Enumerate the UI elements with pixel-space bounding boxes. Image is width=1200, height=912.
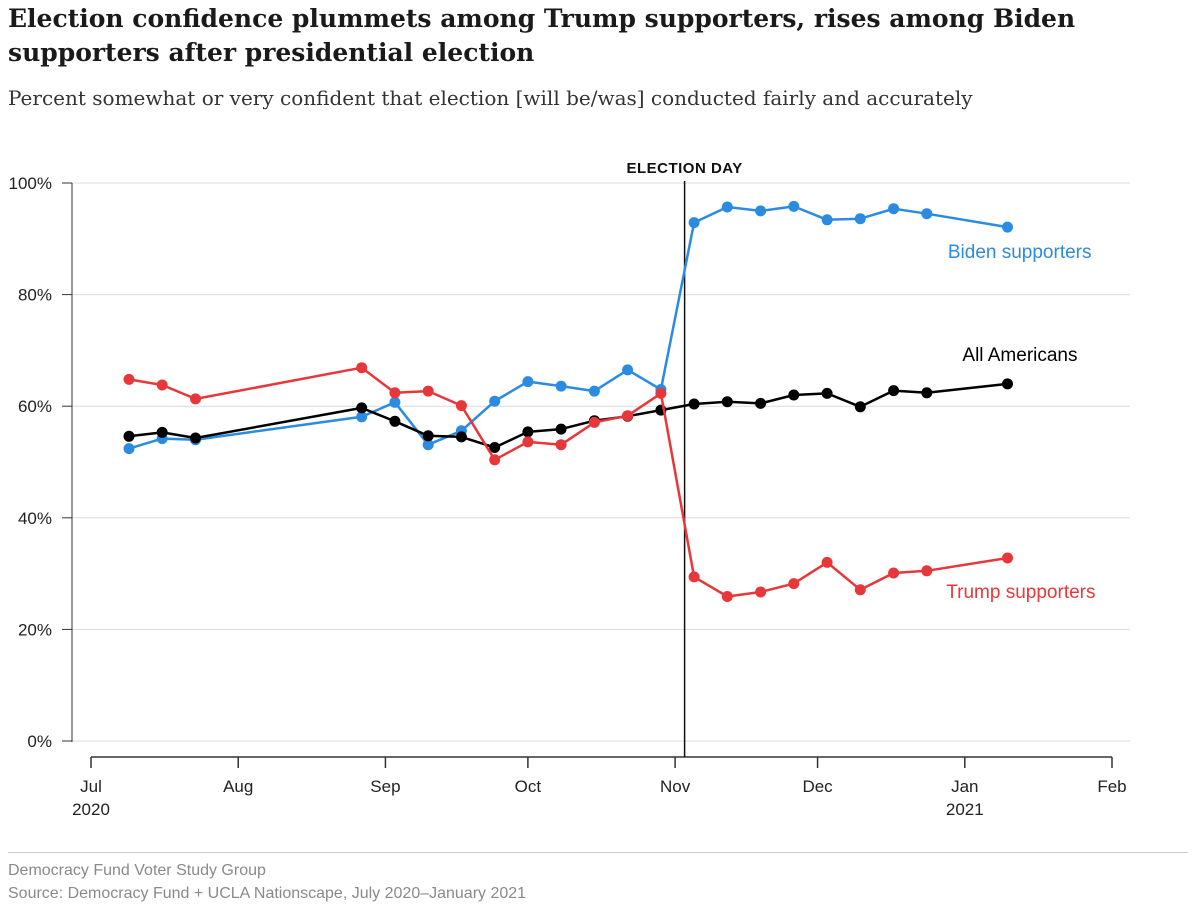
election-day-annotation: ELECTION DAY xyxy=(626,160,742,757)
x-tick-label: Oct xyxy=(515,777,542,796)
all-americans-point xyxy=(721,396,733,408)
biden-supporters-point xyxy=(555,380,567,392)
biden-supporters-point xyxy=(123,443,135,455)
x-tick-year-label: 2021 xyxy=(946,800,984,819)
biden-supporters-point xyxy=(921,208,933,220)
all-americans-point xyxy=(755,397,767,409)
trump-supporters-point xyxy=(921,565,933,577)
biden-supporters-label: Biden supporters xyxy=(948,242,1092,263)
biden-supporters-point xyxy=(1002,221,1013,233)
trump-supporters-line xyxy=(128,366,1008,598)
trump-supporters-point xyxy=(755,586,767,598)
all-americans-point xyxy=(422,430,434,442)
biden-supporters-line xyxy=(128,205,1008,450)
trump-supporters-point xyxy=(688,571,700,583)
trump-supporters-point xyxy=(455,400,467,412)
y-tick-label: 60% xyxy=(18,397,52,416)
all-americans-point xyxy=(1002,378,1013,390)
y-tick-label: 100% xyxy=(9,174,52,193)
biden-supporters-point xyxy=(788,200,800,212)
y-tick-label: 0% xyxy=(27,732,52,751)
trump-supporters-point xyxy=(190,393,201,405)
trump-supporters-point xyxy=(356,362,368,374)
x-tick-label: Nov xyxy=(660,777,691,796)
trump-supporters-point xyxy=(422,385,434,397)
all-americans-point xyxy=(854,401,866,413)
y-tick-label: 40% xyxy=(18,509,52,528)
biden-supporters-point xyxy=(588,385,600,397)
all-americans-point xyxy=(522,426,534,438)
x-tick-year-label: 2020 xyxy=(72,800,110,819)
footer-source: Source: Democracy Fund + UCLA Nationscap… xyxy=(8,885,527,902)
all-americans-point xyxy=(888,385,900,397)
biden-supporters-point xyxy=(522,376,534,388)
x-tick-label: Dec xyxy=(802,777,833,796)
chart-title: Election confidence plummets among Trump… xyxy=(8,4,1076,67)
trump-supporters-point xyxy=(522,436,534,448)
all-americans-point xyxy=(821,387,833,399)
all-americans-point xyxy=(455,431,467,443)
footer-divider xyxy=(8,852,1188,853)
biden-supporters-point xyxy=(389,396,401,408)
series-labels: Biden supporters All Americans Trump suppo… xyxy=(946,242,1095,603)
biden-supporters-point xyxy=(489,395,501,407)
all-americans-point xyxy=(555,423,567,435)
y-tick-label: 20% xyxy=(18,620,52,639)
all-americans-point xyxy=(190,432,201,444)
axes: 0% 20% 40% 60% 80% 100% Jul 2020 Aug Sep Oct Nov Dec… xyxy=(9,174,1127,819)
biden-supporters-point xyxy=(688,217,700,229)
grid-lines xyxy=(72,182,1130,742)
biden-supporters-point xyxy=(755,205,767,217)
trump-supporters-point xyxy=(1002,552,1013,564)
biden-supporters-point xyxy=(821,214,833,226)
all-americans-point xyxy=(489,442,501,453)
election-day-label: ELECTION DAY xyxy=(626,160,742,177)
x-tick-label: Jul xyxy=(80,777,102,796)
y-tick-label: 80% xyxy=(18,286,52,305)
biden-supporters-point xyxy=(854,213,866,225)
chart-subtitle: Percent somewhat or very confident that … xyxy=(8,86,973,110)
trump-supporters-point xyxy=(655,387,667,399)
x-tick-label: Feb xyxy=(1097,777,1126,796)
all-americans-point xyxy=(921,387,933,399)
trump-supporters-point xyxy=(888,567,900,579)
all-americans-point xyxy=(156,426,168,438)
biden-supporters-point xyxy=(356,411,368,423)
biden-supporters-point xyxy=(888,203,900,215)
trump-supporters-point xyxy=(489,454,501,466)
trump-supporters-point xyxy=(854,584,866,596)
all-americans-point xyxy=(788,389,800,401)
x-tick-label: Jan xyxy=(951,777,978,796)
biden-supporters-point xyxy=(721,201,733,213)
trump-supporters-label: Trump supporters xyxy=(946,582,1095,603)
trump-supporters-point xyxy=(788,578,800,590)
x-tick-label: Aug xyxy=(223,777,253,796)
trump-supporters-point xyxy=(821,556,833,568)
biden-supporters-point xyxy=(422,439,434,451)
all-americans-line xyxy=(128,382,1008,449)
all-americans-point xyxy=(389,415,401,427)
trump-supporters-point xyxy=(555,439,567,451)
trump-supporters-point xyxy=(156,379,168,391)
all-americans-point xyxy=(123,430,135,442)
x-tick-label: Sep xyxy=(370,777,400,796)
all-americans-point xyxy=(688,398,700,410)
series-lines xyxy=(123,200,1013,602)
all-americans-label: All Americans xyxy=(962,345,1077,366)
trump-supporters-point xyxy=(622,410,634,422)
trump-supporters-point xyxy=(389,387,401,399)
biden-supporters-point xyxy=(622,364,634,376)
trump-supporters-point xyxy=(588,416,600,428)
all-americans-point xyxy=(356,402,368,414)
trump-supporters-point xyxy=(721,591,733,602)
footer-org: Democracy Fund Voter Study Group xyxy=(8,862,266,879)
trump-supporters-point xyxy=(123,373,135,385)
